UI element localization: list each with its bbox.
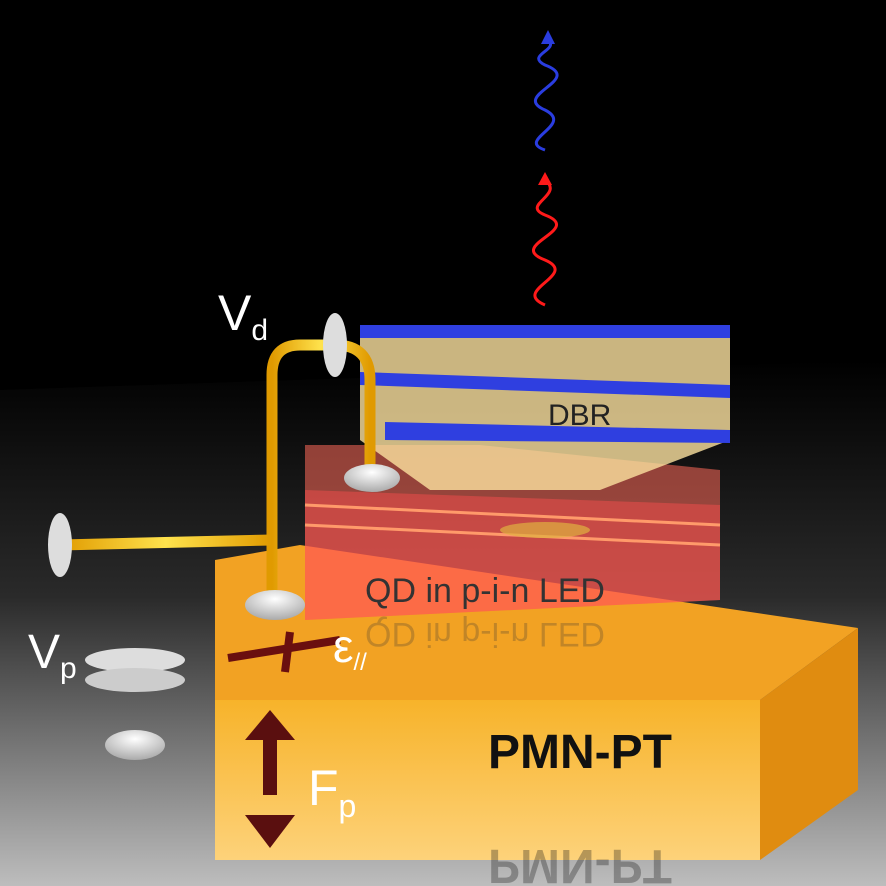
strain-arrow <box>227 631 341 673</box>
substrate-side <box>760 628 858 860</box>
quantum-dot <box>500 522 590 538</box>
arrow-head <box>245 815 295 848</box>
dbr-block <box>360 330 730 490</box>
dbr-layer <box>360 325 730 338</box>
label: DBR <box>548 399 611 432</box>
contact <box>105 730 165 760</box>
label: Vd <box>218 285 268 347</box>
terminal <box>323 313 347 377</box>
label: Fp <box>308 760 356 824</box>
terminal <box>85 648 185 672</box>
label: PMN-PT <box>488 726 672 779</box>
wire <box>59 534 273 551</box>
arrow-head <box>245 710 295 740</box>
led-front <box>305 490 720 620</box>
label: ε// <box>333 620 367 676</box>
arrow-head <box>541 30 555 44</box>
terminal <box>48 513 72 577</box>
photon-red <box>532 178 558 307</box>
arrow-head <box>538 172 552 185</box>
dbr-layer <box>360 372 730 398</box>
led-layer <box>304 503 721 527</box>
contact <box>245 590 305 620</box>
terminal <box>85 668 185 692</box>
substrate-front <box>215 700 760 860</box>
label: Vp <box>28 626 77 685</box>
label-reflection: QD in p-i-n LED <box>365 615 605 653</box>
contact <box>344 464 400 492</box>
photon-blue <box>534 38 559 152</box>
wire <box>266 339 376 600</box>
label-reflection: PMN-PT <box>488 839 672 886</box>
dbr-layer <box>385 422 730 443</box>
label: QD in p-i-n LED <box>365 572 605 610</box>
